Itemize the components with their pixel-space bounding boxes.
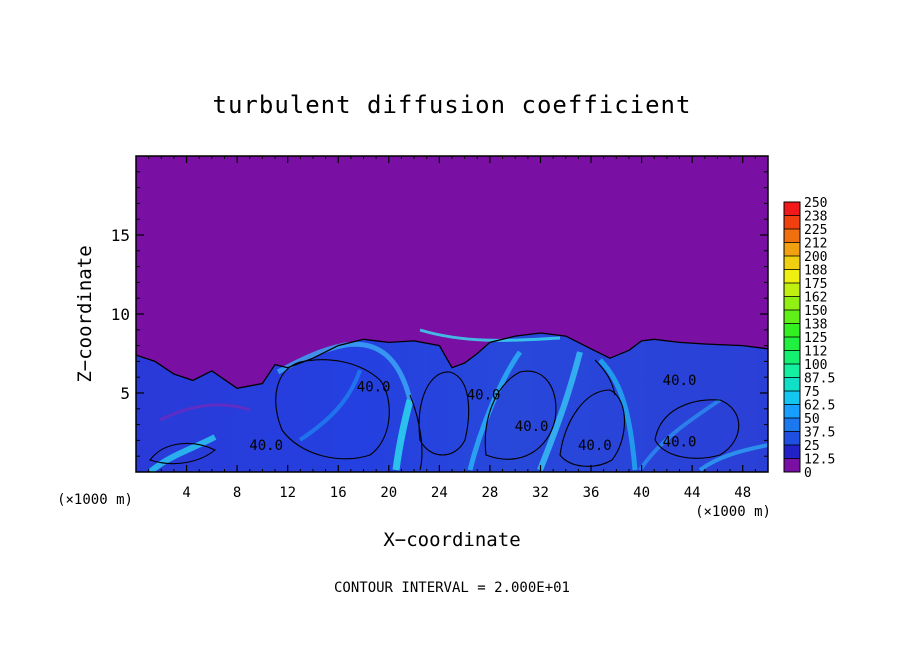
colorbar-label: 200 [804,250,827,265]
x-axis: 4 8 12 16 20 24 28 32 36 40 44 48 [148,156,756,501]
x-tick-label: 8 [233,485,241,501]
contour-lines [149,359,740,471]
contour-label: 40.0 [515,419,549,435]
colorbar-label: 12.5 [804,453,835,468]
turbulence-streak [148,434,217,472]
turbulence-streak [392,399,414,471]
y-tick-label: 10 [111,305,130,324]
x-tick-label: 36 [583,485,600,501]
colorbar-label: 238 [804,210,827,225]
y-axis: 5 10 15 [111,171,768,457]
colorbar-cell [784,337,800,351]
contour-line-boundary [136,332,768,389]
contour-line [484,370,557,460]
x-tick-label: 4 [182,485,190,501]
colorbar-cell [784,404,800,418]
contour-line [409,394,423,471]
colorbar-cell [784,202,800,216]
colorbar-cell [784,242,800,256]
colorbar-label: 87.5 [804,372,835,387]
colorbar-label: 25 [804,439,820,454]
chart-title: turbulent diffusion coefficient [213,91,692,119]
contour-line [275,359,390,460]
x-tick-label: 48 [734,485,751,501]
contour-label: 40.0 [249,438,283,454]
colorbar-cell [784,350,800,364]
x-tick-label: 16 [330,485,347,501]
contour-interval-note: CONTOUR INTERVAL = 2.000E+01 [334,580,570,596]
x-tick-label: 24 [431,485,448,501]
colorbar-cell [784,269,800,283]
colorbar-cell [784,283,800,297]
colorbar: 012.52537.55062.57587.510011212513815016… [783,196,835,481]
contour-label: 40.0 [467,387,501,403]
colorbar-label: 62.5 [804,399,835,414]
colorbar-label: 37.5 [804,426,835,441]
x-tick-label: 44 [684,485,701,501]
colorbar-label: 188 [804,264,827,279]
colorbar-cell [784,418,800,432]
contour-line [149,442,217,465]
contour-label: 40.0 [663,373,697,389]
colorbar-cell [784,445,800,459]
colorbar-cell [784,215,800,229]
x-tick-label: 32 [532,485,549,501]
contour-labels: 40.0 40.0 40.0 40.0 40.0 40.0 40.0 [249,373,696,454]
colorbar-cell [784,296,800,310]
contour-label: 40.0 [663,435,697,451]
colorbar-label: 50 [804,412,820,427]
colorbar-label: 112 [804,345,827,360]
colorbar-label: 100 [804,358,827,373]
turbulence-streaks [148,328,768,472]
turbulence-streak [276,341,413,401]
colorbar-label: 175 [804,277,827,292]
x-tick-label: 28 [481,485,498,501]
x-tick-label: 20 [380,485,397,501]
contour-line [559,389,626,467]
turbulence-streak [537,351,583,472]
boundary-layer-field [136,333,768,472]
colorbar-label: 212 [804,237,827,252]
x-axis-label: X−coordinate [383,529,520,551]
turbulence-streak [598,358,638,471]
colorbar-cell [784,256,800,270]
turbulence-streak [698,443,768,472]
x-tick-label: 12 [279,485,296,501]
turbulence-streak [419,328,561,342]
plot-area [136,156,768,472]
colorbar-label: 150 [804,304,827,319]
contour-line [594,359,616,396]
colorbar-cell [784,391,800,405]
colorbar-label: 75 [804,385,820,400]
x-unit-left: (×1000 m) [57,492,133,508]
colorbar-cell [784,431,800,445]
colorbar-cell [784,229,800,243]
contour-line [418,371,470,456]
colorbar-cell [784,310,800,324]
x-unit-right: (×1000 m) [695,504,771,520]
colorbar-cell [784,377,800,391]
colorbar-label: 0 [804,466,812,481]
contour-line [654,399,740,459]
x-tick-label: 40 [633,485,650,501]
y-tick-label: 15 [111,226,130,245]
turbulence-streak [298,369,362,442]
colorbar-cell [784,364,800,378]
turbulence-streak [159,403,251,422]
y-axis-label: Z−coordinate [74,245,96,382]
colorbar-label: 162 [804,291,827,306]
colorbar-label: 225 [804,223,827,238]
colorbar-cell [784,458,800,472]
colorbar-cell [784,323,800,337]
y-tick-label: 5 [120,384,130,403]
colorbar-label: 138 [804,318,827,333]
contour-label: 40.0 [578,438,612,454]
colorbar-label: 125 [804,331,827,346]
turbulence-streak [638,398,722,472]
contour-label: 40.0 [357,379,391,395]
colorbar-label: 250 [804,196,827,211]
